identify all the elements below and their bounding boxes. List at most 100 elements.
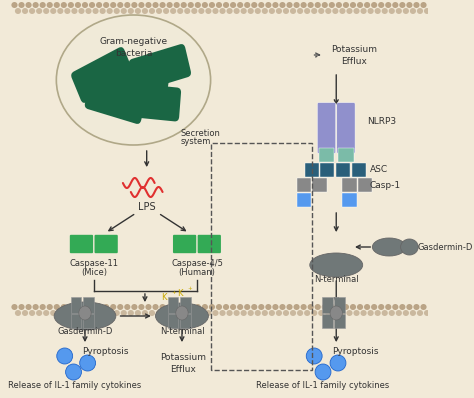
- Ellipse shape: [315, 364, 331, 380]
- Ellipse shape: [364, 304, 370, 310]
- Ellipse shape: [318, 8, 324, 14]
- Ellipse shape: [124, 304, 130, 310]
- Ellipse shape: [357, 2, 363, 8]
- Ellipse shape: [128, 310, 134, 316]
- Ellipse shape: [149, 310, 155, 316]
- Ellipse shape: [22, 310, 28, 316]
- Ellipse shape: [195, 304, 201, 310]
- Ellipse shape: [227, 310, 233, 316]
- Ellipse shape: [343, 304, 349, 310]
- Ellipse shape: [149, 8, 155, 14]
- FancyBboxPatch shape: [198, 235, 221, 253]
- Ellipse shape: [177, 310, 183, 316]
- Text: ASC: ASC: [370, 166, 388, 174]
- Ellipse shape: [202, 2, 208, 8]
- Ellipse shape: [364, 2, 370, 8]
- Bar: [335, 314, 345, 328]
- Ellipse shape: [410, 310, 416, 316]
- Ellipse shape: [131, 304, 137, 310]
- Ellipse shape: [392, 304, 398, 310]
- Ellipse shape: [181, 304, 187, 310]
- Ellipse shape: [96, 304, 102, 310]
- Ellipse shape: [273, 304, 279, 310]
- Ellipse shape: [114, 310, 120, 316]
- Ellipse shape: [325, 8, 331, 14]
- Ellipse shape: [223, 304, 229, 310]
- Ellipse shape: [107, 8, 113, 14]
- Ellipse shape: [153, 2, 159, 8]
- Ellipse shape: [68, 2, 74, 8]
- Ellipse shape: [65, 364, 82, 380]
- Ellipse shape: [110, 304, 116, 310]
- Ellipse shape: [155, 303, 209, 329]
- Ellipse shape: [413, 304, 419, 310]
- Ellipse shape: [56, 15, 210, 145]
- Ellipse shape: [121, 8, 127, 14]
- Ellipse shape: [18, 2, 25, 8]
- Text: Potassium: Potassium: [331, 45, 377, 55]
- Ellipse shape: [82, 2, 88, 8]
- Ellipse shape: [332, 310, 338, 316]
- Ellipse shape: [71, 310, 77, 316]
- Ellipse shape: [184, 8, 191, 14]
- Text: Gasdermin-D: Gasdermin-D: [57, 328, 113, 336]
- Ellipse shape: [255, 8, 261, 14]
- Ellipse shape: [247, 8, 254, 14]
- Ellipse shape: [29, 310, 35, 316]
- Ellipse shape: [11, 304, 18, 310]
- Ellipse shape: [153, 304, 159, 310]
- Ellipse shape: [212, 8, 219, 14]
- Ellipse shape: [403, 310, 409, 316]
- Ellipse shape: [354, 8, 360, 14]
- Ellipse shape: [350, 304, 356, 310]
- Text: system: system: [180, 137, 210, 146]
- Ellipse shape: [212, 310, 219, 316]
- Text: +: +: [187, 286, 192, 291]
- Ellipse shape: [11, 2, 18, 8]
- Ellipse shape: [219, 8, 226, 14]
- Text: Pyroptosis: Pyroptosis: [332, 347, 378, 357]
- FancyBboxPatch shape: [318, 103, 336, 153]
- Ellipse shape: [216, 304, 222, 310]
- FancyBboxPatch shape: [337, 103, 355, 153]
- Ellipse shape: [64, 310, 71, 316]
- Ellipse shape: [146, 304, 152, 310]
- Ellipse shape: [15, 8, 21, 14]
- Ellipse shape: [311, 310, 317, 316]
- Text: Pyroptosis: Pyroptosis: [82, 347, 129, 357]
- Text: Release of IL-1 family cytokines: Release of IL-1 family cytokines: [8, 380, 141, 390]
- Ellipse shape: [142, 8, 148, 14]
- Ellipse shape: [57, 310, 64, 316]
- Ellipse shape: [85, 310, 91, 316]
- Ellipse shape: [18, 304, 25, 310]
- Ellipse shape: [255, 310, 261, 316]
- Ellipse shape: [103, 304, 109, 310]
- Ellipse shape: [385, 304, 392, 310]
- Bar: [335, 297, 345, 313]
- FancyBboxPatch shape: [173, 235, 196, 253]
- Ellipse shape: [79, 306, 91, 320]
- Ellipse shape: [237, 304, 243, 310]
- Ellipse shape: [258, 304, 264, 310]
- Ellipse shape: [191, 8, 197, 14]
- Ellipse shape: [308, 2, 314, 8]
- Ellipse shape: [85, 8, 91, 14]
- Ellipse shape: [315, 2, 321, 8]
- Ellipse shape: [361, 310, 367, 316]
- Ellipse shape: [389, 8, 395, 14]
- Ellipse shape: [378, 2, 384, 8]
- Ellipse shape: [244, 2, 250, 8]
- Ellipse shape: [163, 8, 169, 14]
- Ellipse shape: [216, 2, 222, 8]
- Ellipse shape: [43, 310, 49, 316]
- Text: Release of IL-1 family cytokines: Release of IL-1 family cytokines: [256, 380, 390, 390]
- Ellipse shape: [33, 304, 39, 310]
- Ellipse shape: [424, 310, 430, 316]
- Ellipse shape: [78, 310, 84, 316]
- Text: Gasdermin-D: Gasdermin-D: [417, 242, 473, 252]
- Ellipse shape: [336, 304, 342, 310]
- Text: Caspase-11: Caspase-11: [69, 259, 118, 269]
- Ellipse shape: [297, 8, 303, 14]
- Ellipse shape: [159, 2, 165, 8]
- Text: Caspase-4/5: Caspase-4/5: [171, 259, 223, 269]
